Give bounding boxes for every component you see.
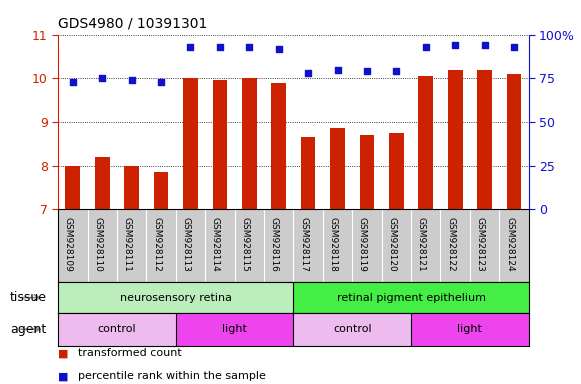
Bar — [411, 313, 529, 346]
Text: tissue: tissue — [9, 291, 46, 304]
Text: control: control — [333, 324, 371, 334]
Point — [98, 75, 107, 81]
Bar — [242, 78, 257, 209]
Text: GSM928117: GSM928117 — [299, 217, 308, 271]
Point — [510, 44, 519, 50]
Bar — [175, 313, 293, 346]
Bar — [293, 313, 411, 346]
Bar — [95, 157, 110, 209]
Bar — [66, 166, 80, 209]
Point — [156, 79, 166, 85]
Bar — [418, 76, 433, 209]
Text: control: control — [98, 324, 136, 334]
Text: GDS4980 / 10391301: GDS4980 / 10391301 — [58, 17, 207, 31]
Point — [303, 70, 313, 76]
Text: ■: ■ — [58, 371, 69, 381]
Text: GSM928123: GSM928123 — [476, 217, 485, 271]
Text: GSM928120: GSM928120 — [388, 217, 396, 271]
Text: GSM928114: GSM928114 — [211, 217, 220, 271]
Text: transformed count: transformed count — [78, 348, 182, 358]
Bar — [124, 166, 139, 209]
Bar — [271, 83, 286, 209]
Bar — [507, 74, 521, 209]
Text: percentile rank within the sample: percentile rank within the sample — [78, 371, 266, 381]
Bar — [183, 78, 198, 209]
Text: agent: agent — [10, 323, 46, 336]
Text: ■: ■ — [58, 348, 69, 358]
Point — [215, 44, 224, 50]
Point — [480, 42, 489, 48]
Text: retinal pigment epithelium: retinal pigment epithelium — [336, 293, 486, 303]
Text: GSM928119: GSM928119 — [358, 217, 367, 271]
Bar — [389, 133, 404, 209]
Point — [392, 68, 401, 74]
Bar — [154, 172, 168, 209]
Text: GSM928122: GSM928122 — [446, 217, 455, 271]
Point — [68, 79, 77, 85]
Text: GSM928111: GSM928111 — [123, 217, 132, 271]
Text: GSM928118: GSM928118 — [328, 217, 338, 271]
Point — [450, 42, 460, 48]
Point — [127, 77, 137, 83]
Text: light: light — [457, 324, 482, 334]
Bar — [58, 282, 293, 313]
Bar — [360, 135, 374, 209]
Bar — [58, 313, 175, 346]
Bar — [330, 129, 345, 209]
Bar — [301, 137, 315, 209]
Text: neurosensory retina: neurosensory retina — [120, 293, 232, 303]
Text: GSM928115: GSM928115 — [241, 217, 249, 271]
Text: GSM928116: GSM928116 — [270, 217, 279, 271]
Bar — [448, 70, 462, 209]
Text: GSM928110: GSM928110 — [93, 217, 102, 271]
Point — [421, 44, 431, 50]
Bar — [477, 70, 492, 209]
Text: GSM928112: GSM928112 — [152, 217, 161, 271]
Point — [245, 44, 254, 50]
Point — [186, 44, 195, 50]
Text: light: light — [222, 324, 247, 334]
Point — [363, 68, 372, 74]
Text: GSM928113: GSM928113 — [181, 217, 191, 271]
Text: GSM928121: GSM928121 — [417, 217, 426, 271]
Point — [333, 66, 342, 73]
Bar — [293, 282, 529, 313]
Point — [274, 45, 284, 51]
Text: GSM928124: GSM928124 — [505, 217, 514, 271]
Text: GSM928109: GSM928109 — [64, 217, 73, 271]
Bar — [213, 80, 227, 209]
